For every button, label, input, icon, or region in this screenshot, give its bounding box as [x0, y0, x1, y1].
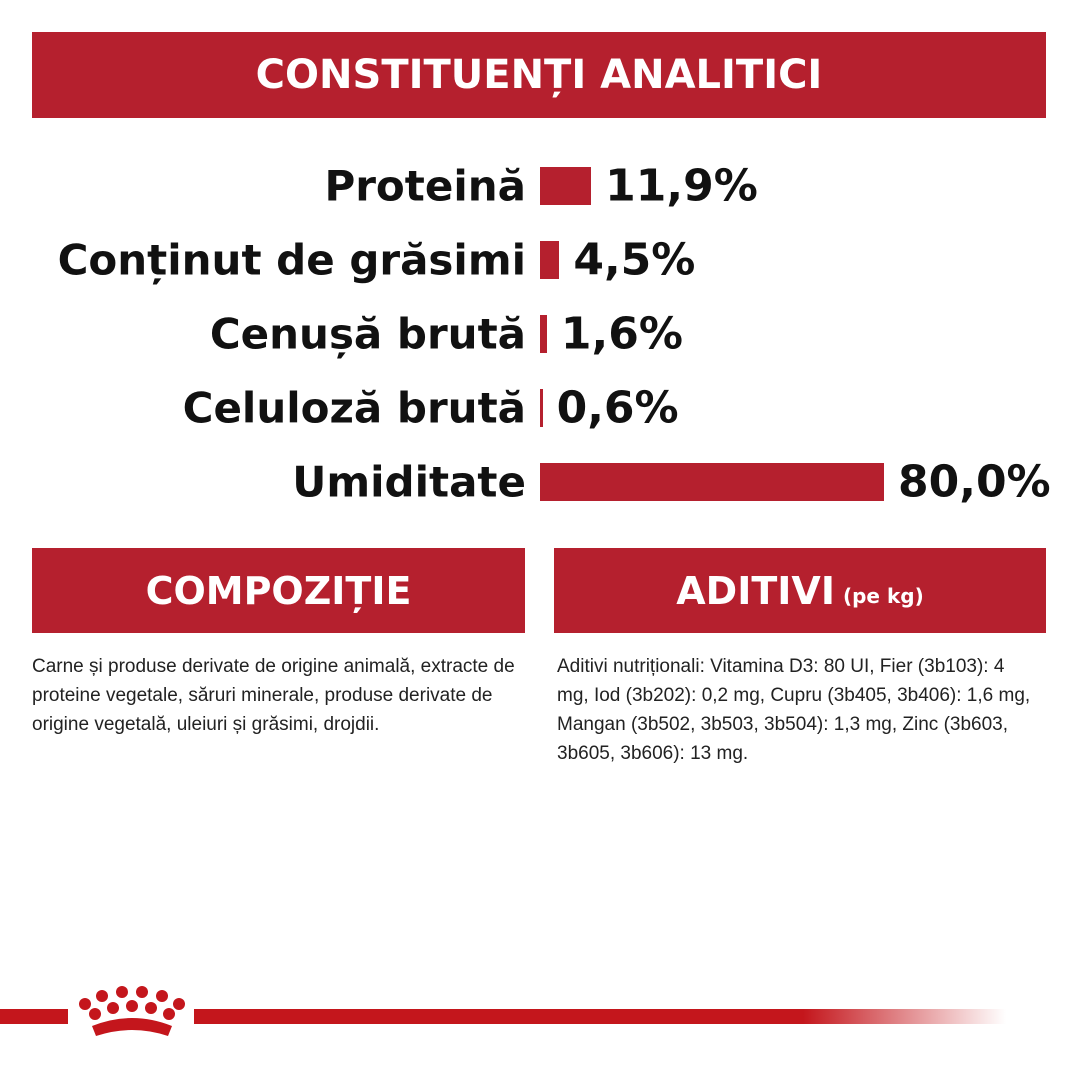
bar — [540, 241, 560, 279]
value-label: 11,9% — [605, 160, 758, 212]
composition-band: COMPOZIȚIE — [32, 548, 525, 633]
header-title: CONSTITUENȚI ANALITICI — [255, 52, 823, 98]
category-label: Proteină — [324, 161, 526, 211]
bar — [540, 389, 543, 427]
additives-title: ADITIVI — [676, 568, 835, 613]
crown-logo — [79, 986, 185, 1036]
value-label: 4,5% — [573, 234, 696, 286]
additives-text: Aditivi nutriționali: Vitamina D3: 80 UI… — [557, 656, 1031, 764]
category-label: Umiditate — [292, 457, 526, 507]
stripe-left — [0, 1009, 68, 1024]
header-band: CONSTITUENȚI ANALITICI — [32, 32, 1046, 118]
stripe-right — [194, 1009, 1006, 1024]
bar — [540, 463, 884, 501]
value-label: 80,0% — [898, 456, 1051, 508]
category-label: Conținut de grăsimi — [57, 235, 526, 285]
composition-text: Carne și produse derivate de origine ani… — [32, 656, 515, 735]
category-label: Celuloză brută — [182, 383, 526, 433]
value-label: 1,6% — [560, 308, 683, 360]
bar — [540, 315, 547, 353]
additives-unit: (pe kg) — [842, 583, 924, 608]
category-label: Cenușă brută — [209, 309, 526, 359]
composition-title: COMPOZIȚIE — [145, 568, 412, 613]
additives-band: ADITIVI (pe kg) — [554, 548, 1046, 633]
footer-stripe — [0, 986, 1006, 1036]
value-label: 0,6% — [556, 382, 679, 434]
bar — [540, 167, 592, 205]
